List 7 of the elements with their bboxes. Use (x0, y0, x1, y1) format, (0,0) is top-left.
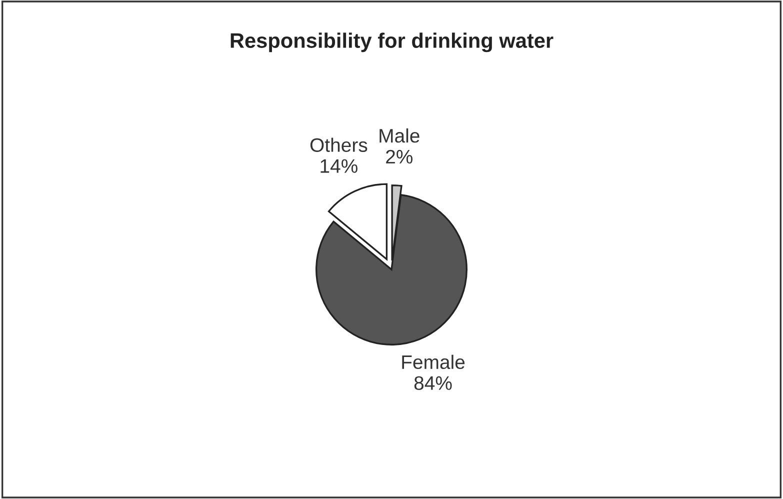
data-label: 84% (414, 376, 452, 390)
slice-label: Male (380, 128, 420, 143)
chart-title: Responsibility for drinking water (230, 32, 554, 52)
data-label: 2% (386, 150, 413, 164)
slice-label: Others (310, 138, 368, 152)
slice-label: Female (402, 354, 465, 370)
data-label: 14% (320, 159, 358, 173)
